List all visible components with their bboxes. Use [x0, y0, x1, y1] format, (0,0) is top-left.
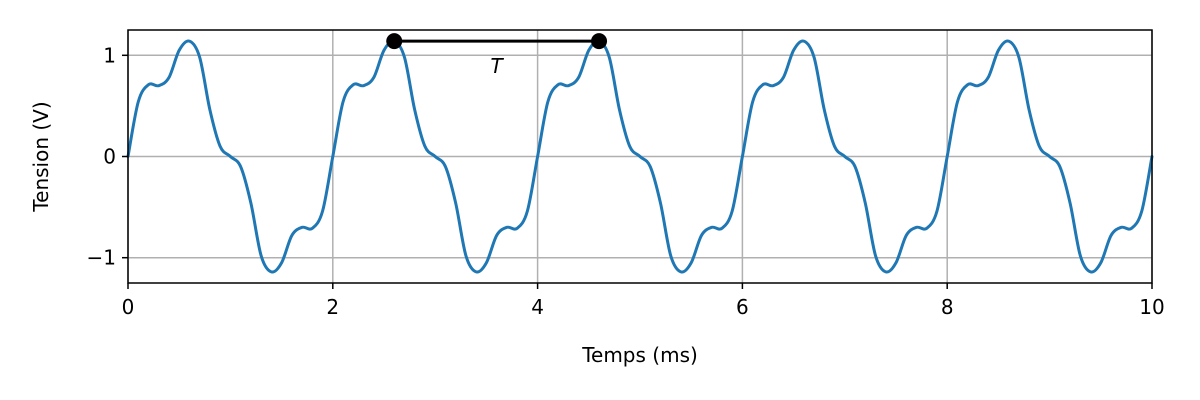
y-tick-label: 1 [103, 43, 116, 67]
x-axis-label: Temps (ms) [581, 343, 698, 367]
y-axis-ticks: −1 0 1 [87, 43, 128, 270]
series-line [126, 39, 1154, 274]
x-tick-label: 0 [122, 295, 135, 319]
x-tick-label: 6 [736, 295, 749, 319]
x-tick-label: 2 [326, 295, 339, 319]
x-tick-label: 8 [941, 295, 954, 319]
x-tick-label: 10 [1139, 295, 1164, 319]
x-tick-label: 4 [531, 295, 544, 319]
series-layer [126, 39, 1154, 274]
y-axis-label: Tension (V) [29, 101, 53, 212]
period-end-marker [591, 33, 608, 50]
period-label: T [491, 54, 505, 78]
period-start-marker [386, 33, 403, 50]
y-tick-label: −1 [87, 246, 116, 270]
x-axis-ticks: 0 2 4 6 8 10 [122, 283, 1165, 319]
period-annotation: T [386, 33, 608, 78]
y-tick-label: 0 [103, 145, 116, 169]
